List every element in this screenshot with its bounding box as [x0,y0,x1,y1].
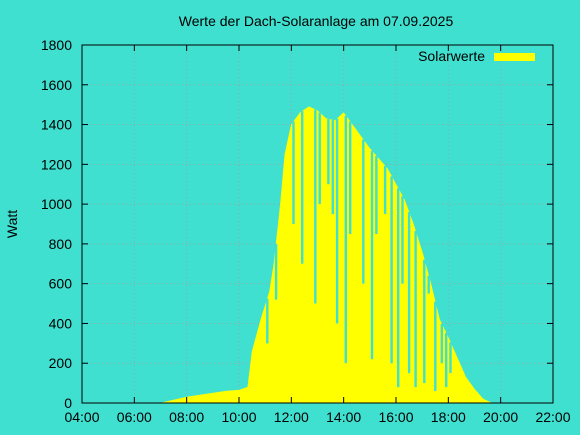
x-tick-label: 06:00 [117,409,152,425]
x-tick-label: 04:00 [64,409,99,425]
series-dip [434,301,437,392]
series-dip [423,259,426,384]
y-tick-label: 400 [49,315,73,331]
series-dip [375,155,378,234]
series-dip [362,139,365,284]
series-dip [274,243,278,300]
y-tick-label: 200 [49,355,73,371]
series-dip [427,275,430,294]
y-tick-label: 1000 [41,196,72,212]
series-dip [318,112,321,205]
chart-title: Werte der Dach-Solaranlage am 07.09.2025 [179,13,454,29]
x-tick-label: 16:00 [378,409,413,425]
y-axis-ticks: 0 200 400 600 800 1000 1200 1400 1600 1800 [41,37,553,411]
series-dip [349,121,352,234]
series-dip [440,323,443,364]
x-tick-label: 20:00 [483,409,518,425]
x-axis-ticks: 04:00 06:00 08:00 10:00 12:00 14:00 16:00 18:00… [64,45,571,425]
series-dip [292,121,295,224]
legend: Solarwerte [418,48,535,64]
series-dip [401,196,404,284]
legend-label: Solarwerte [418,48,485,64]
y-axis-label: Watt [4,210,20,238]
series-dip [397,188,400,388]
grid-lines [82,45,553,403]
series-dip [407,212,411,374]
y-tick-label: 600 [49,276,73,292]
series-dip [314,109,317,304]
series-dip [383,165,387,214]
series-dip [327,119,330,185]
x-tick-label: 18:00 [431,409,466,425]
y-tick-label: 1200 [41,156,72,172]
y-tick-label: 1600 [41,77,72,93]
y-tick-label: 800 [49,236,73,252]
x-tick-label: 22:00 [535,409,570,425]
series-dip [449,342,452,374]
series-dip [390,176,393,364]
series-area [160,106,493,404]
x-tick-label: 12:00 [274,409,309,425]
series-dip [301,111,304,264]
plot-border [81,44,554,404]
y-tick-label: 1800 [41,37,72,53]
series-dip [370,150,374,360]
y-tick-label: 1400 [41,117,72,133]
axes [81,44,554,404]
x-tick-label: 14:00 [326,409,361,425]
x-tick-label: 08:00 [169,409,204,425]
x-tick-label: 10:00 [221,409,256,425]
series-dip [266,298,269,344]
series-dip [344,115,347,364]
series-dip [331,120,334,215]
legend-swatch [494,53,535,61]
series-dip [335,118,339,324]
series-dip [414,231,417,388]
y-tick-label: 0 [64,395,72,411]
series-dip [445,332,448,388]
